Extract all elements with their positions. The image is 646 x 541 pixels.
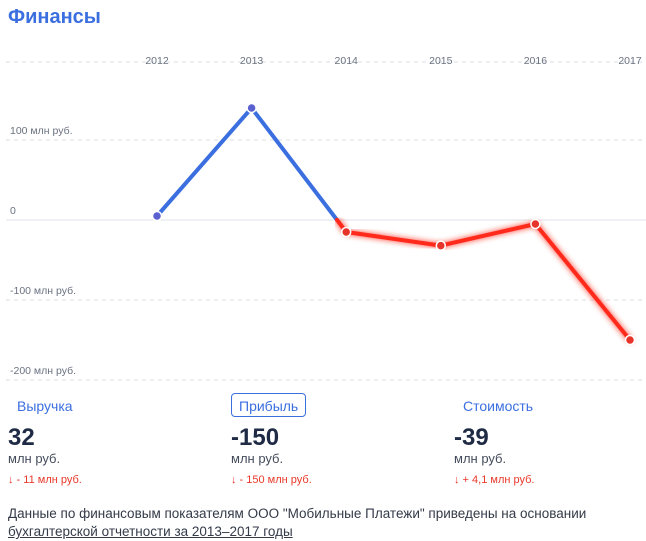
series-segment [155, 106, 254, 218]
data-point[interactable] [624, 334, 636, 346]
revenue-unit: млн руб. [8, 451, 61, 466]
y-tick-label: -200 млн руб. [10, 365, 76, 377]
data-point[interactable] [530, 218, 541, 230]
section-title: Финансы [8, 6, 101, 28]
series-segment [249, 106, 340, 222]
x-tick-label: 2016 [524, 55, 548, 67]
x-tick-label: 2017 [618, 55, 642, 67]
x-tick-label: 2013 [240, 55, 264, 67]
profit-line-chart: 100 млн руб. 0 -100 млн руб. -200 млн руб. 2… [6, 55, 646, 381]
footer-report-link[interactable]: бухгалтерской отчетности за 2013–2017 го… [8, 524, 293, 539]
footer-text: Данные по финансовым показателям ООО "Мо… [8, 506, 587, 521]
value-value: -39 [454, 424, 489, 451]
y-tick-label: 0 [10, 205, 16, 217]
y-tick-label: 100 млн руб. [10, 125, 73, 137]
x-tick-label: 2012 [145, 55, 169, 67]
revenue-change: ↓ - 11 млн руб. [8, 474, 82, 486]
series-segment [438, 222, 538, 248]
value-unit: млн руб. [454, 451, 507, 466]
tab-value[interactable]: Стоимость [463, 398, 534, 414]
profit-change: ↓ - 150 млн руб. [231, 474, 312, 486]
tab-revenue[interactable]: Выручка [17, 398, 73, 414]
value-change: ↓ + 4,1 млн руб. [454, 474, 535, 486]
series-segment [344, 230, 443, 248]
profit-unit: млн руб. [231, 451, 284, 466]
profit-value: -150 [231, 424, 280, 451]
footer-note: Данные по финансовым показателям ООО "Мо… [8, 505, 638, 541]
data-point[interactable] [340, 226, 352, 238]
series-segment [533, 222, 632, 342]
x-tick-label: 2014 [335, 55, 359, 67]
data-point[interactable] [151, 210, 163, 222]
data-point[interactable] [435, 240, 447, 251]
y-tick-label: -100 млн руб. [10, 285, 76, 297]
data-point[interactable] [246, 102, 257, 114]
revenue-value: 32 [8, 424, 35, 451]
x-tick-label: 2015 [429, 55, 453, 67]
tab-profit[interactable]: Прибыль [231, 393, 307, 417]
